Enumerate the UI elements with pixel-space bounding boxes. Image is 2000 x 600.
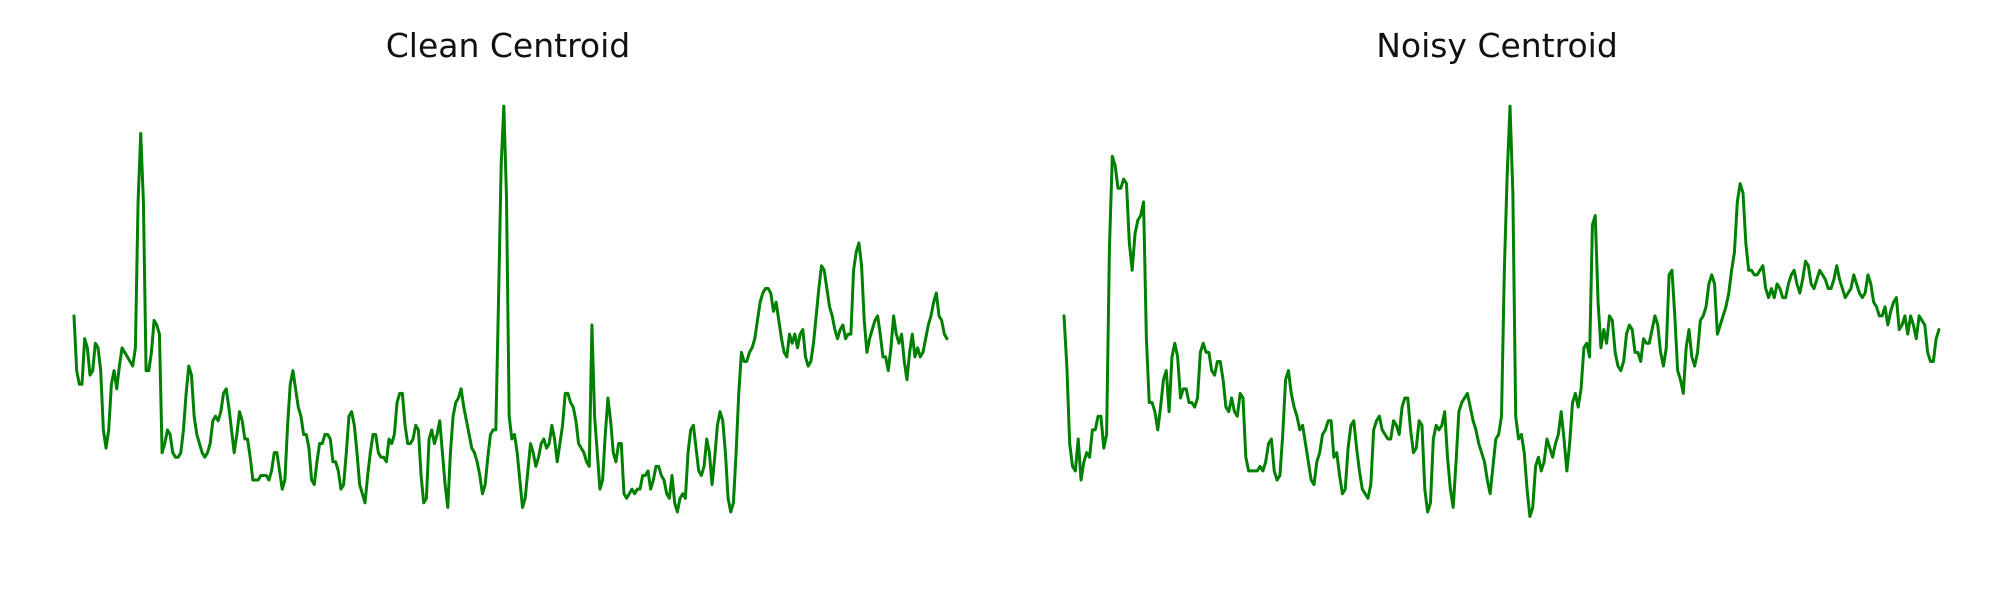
panel-clean-centroid: Clean Centroid bbox=[72, 26, 949, 514]
panel-noisy-centroid: Noisy Centroid bbox=[1062, 26, 1941, 519]
clean-centroid-series-line bbox=[72, 104, 949, 514]
chart-title-clean: Clean Centroid bbox=[386, 26, 631, 65]
chart-title-noisy: Noisy Centroid bbox=[1376, 26, 1618, 65]
noisy-centroid-series-line bbox=[1062, 104, 1941, 519]
